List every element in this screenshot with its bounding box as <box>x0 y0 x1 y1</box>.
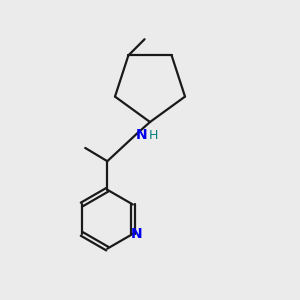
Text: N: N <box>135 128 147 142</box>
Text: N: N <box>130 227 142 241</box>
Text: H: H <box>148 129 158 142</box>
